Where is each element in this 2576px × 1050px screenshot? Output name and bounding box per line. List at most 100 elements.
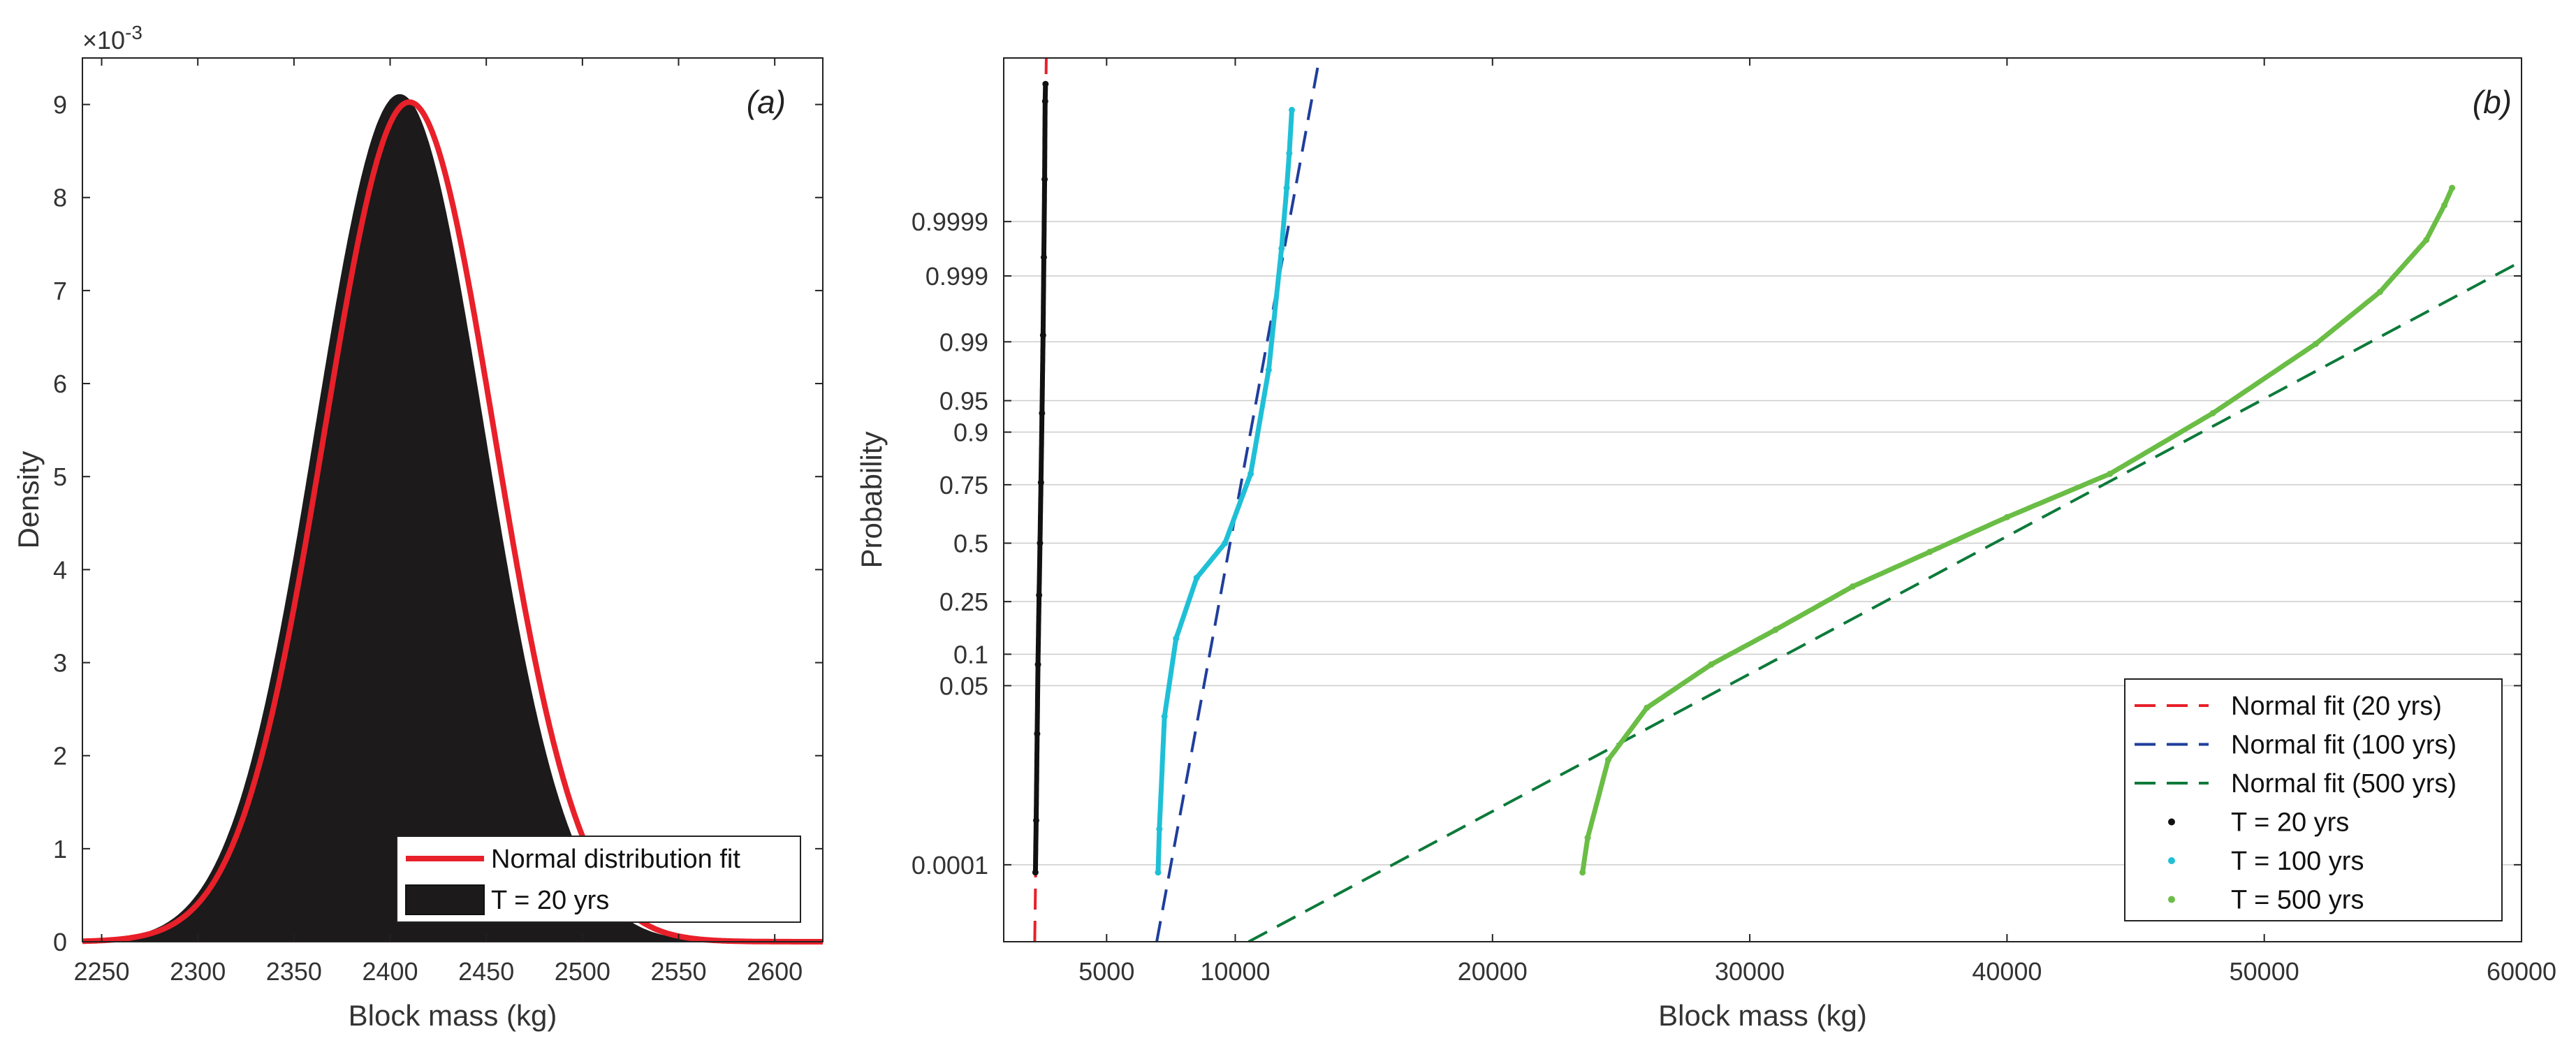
y-axis-label: Density bbox=[12, 451, 45, 548]
y-tick-label: 0.999 bbox=[925, 262, 988, 291]
data-series-2 bbox=[1580, 185, 2455, 875]
data-point bbox=[1037, 479, 1044, 486]
data-point bbox=[1034, 730, 1041, 737]
y-tick-label: 2 bbox=[53, 742, 67, 771]
data-point bbox=[1584, 834, 1591, 841]
y-tick-label: 5 bbox=[53, 462, 67, 491]
panel-a-density-plot: 2250 2300 2350 2400 2450 2500 2550 2600 0 1 2 3 4 5 6 7… bbox=[12, 22, 824, 1032]
y-tick-label: 0.5 bbox=[953, 530, 988, 558]
x-tick-label: 60000 bbox=[2487, 957, 2556, 986]
y-tick-label: 0.1 bbox=[953, 640, 988, 669]
y-tick-label: 1 bbox=[53, 835, 67, 863]
y-tick-label: 0 bbox=[53, 928, 67, 956]
legend-entry-fit-500-label: Normal fit (500 yrs) bbox=[2231, 769, 2457, 799]
plot-frame bbox=[1003, 57, 2522, 942]
data-point bbox=[1193, 574, 1200, 581]
x-axis-label: Block mass (kg) bbox=[1658, 999, 1867, 1032]
panel-label: (a) bbox=[747, 84, 786, 120]
data-point bbox=[1926, 548, 1933, 555]
data-series-1 bbox=[1155, 107, 1294, 875]
data-point bbox=[1247, 470, 1254, 477]
data-point bbox=[1041, 98, 1048, 105]
plot-frame bbox=[82, 57, 824, 942]
data-point bbox=[1278, 245, 1285, 252]
normal-fit-line-1 bbox=[1155, 58, 1321, 942]
data-point bbox=[1644, 704, 1651, 711]
data-point bbox=[1708, 661, 1715, 668]
legend-entry-fit-100-label: Normal fit (100 yrs) bbox=[2231, 731, 2457, 760]
x-tick-label: 2300 bbox=[170, 957, 226, 986]
y-tick-label: 0.9 bbox=[953, 418, 988, 447]
data-point bbox=[2441, 202, 2448, 209]
y-axis-label: Probability bbox=[855, 431, 888, 568]
y-tick-label: 0.95 bbox=[939, 387, 988, 416]
histogram-bars bbox=[82, 94, 823, 942]
data-point bbox=[1222, 540, 1229, 547]
y-tick-label: 3 bbox=[53, 649, 67, 678]
data-point bbox=[1289, 106, 1296, 113]
data-point bbox=[1034, 661, 1041, 668]
data-point bbox=[1032, 869, 1039, 876]
data-point bbox=[1040, 254, 1047, 261]
y-exponent-label: ×10-3 bbox=[82, 22, 142, 54]
y-tick-label: 0.05 bbox=[939, 671, 988, 700]
legend-label-fit: Normal distribution fit bbox=[491, 845, 740, 874]
data-point bbox=[1849, 583, 1856, 590]
data-point bbox=[1283, 184, 1290, 191]
y-tick-label: 0.99 bbox=[939, 328, 988, 356]
data-point bbox=[1036, 592, 1043, 599]
data-point bbox=[2209, 409, 2216, 416]
legend-entry-t100-swatch bbox=[2168, 857, 2175, 864]
x-tick-label: 2550 bbox=[650, 957, 706, 986]
legend-entry-t20-label: T = 20 yrs bbox=[2231, 808, 2349, 838]
panel-b-probability-plot: 5000 10000 20000 30000 40000 50000 60000 0.0001… bbox=[855, 57, 2556, 1032]
data-point bbox=[1156, 826, 1163, 833]
legend-entry-t500-swatch bbox=[2168, 896, 2175, 903]
x-tick-label: 40000 bbox=[1972, 957, 2042, 986]
y-tick-label: 6 bbox=[53, 370, 67, 398]
normal-fit-curve bbox=[82, 99, 823, 945]
data-point bbox=[1286, 150, 1293, 156]
data-point bbox=[2312, 340, 2319, 347]
x-tick-label: 5000 bbox=[1078, 957, 1134, 986]
y-tick-label: 0.0001 bbox=[912, 851, 988, 880]
plot-area bbox=[1004, 58, 2522, 942]
normal-fit-line-2 bbox=[1247, 259, 2522, 942]
data-point bbox=[2449, 184, 2456, 191]
y-tick-label: 0.25 bbox=[939, 588, 988, 616]
data-point bbox=[1265, 366, 1272, 373]
data-point bbox=[2003, 513, 2010, 520]
x-tick-label: 10000 bbox=[1200, 957, 1270, 986]
data-point bbox=[1605, 757, 1612, 764]
data-point bbox=[1579, 869, 1586, 876]
data-point bbox=[1041, 176, 1048, 183]
legend-label-hist: T = 20 yrs bbox=[491, 886, 609, 915]
y-tick-label: 4 bbox=[53, 555, 67, 584]
data-point bbox=[1032, 817, 1039, 824]
legend-box bbox=[2124, 678, 2503, 921]
legend-entry-t500-label: T = 500 yrs bbox=[2231, 886, 2364, 915]
y-tick-label: 0.75 bbox=[939, 471, 988, 500]
x-tick-label: 2350 bbox=[266, 957, 322, 986]
y-tick-label: 9 bbox=[53, 91, 67, 119]
data-point bbox=[1161, 713, 1168, 720]
x-tick-label: 2400 bbox=[362, 957, 418, 986]
data-point bbox=[1173, 635, 1180, 642]
x-tick-label: 30000 bbox=[1715, 957, 1785, 986]
x-tick-label: 2450 bbox=[458, 957, 514, 986]
data-point bbox=[1772, 627, 1779, 634]
y-exponent-power: -3 bbox=[125, 22, 142, 43]
data-point bbox=[2423, 236, 2430, 243]
x-tick-label: 2600 bbox=[747, 957, 803, 986]
data-point bbox=[1042, 80, 1049, 87]
legend-swatch-hist bbox=[405, 884, 485, 915]
x-tick-label: 20000 bbox=[1458, 957, 1528, 986]
data-point bbox=[2376, 289, 2383, 296]
y-tick-label: 8 bbox=[53, 184, 67, 212]
data-point bbox=[2107, 470, 2114, 477]
data-point bbox=[1037, 540, 1044, 547]
data-point bbox=[1039, 409, 1046, 416]
y-tick-label: 0.9999 bbox=[912, 207, 988, 236]
legend-entry-t100-label: T = 100 yrs bbox=[2231, 847, 2364, 876]
